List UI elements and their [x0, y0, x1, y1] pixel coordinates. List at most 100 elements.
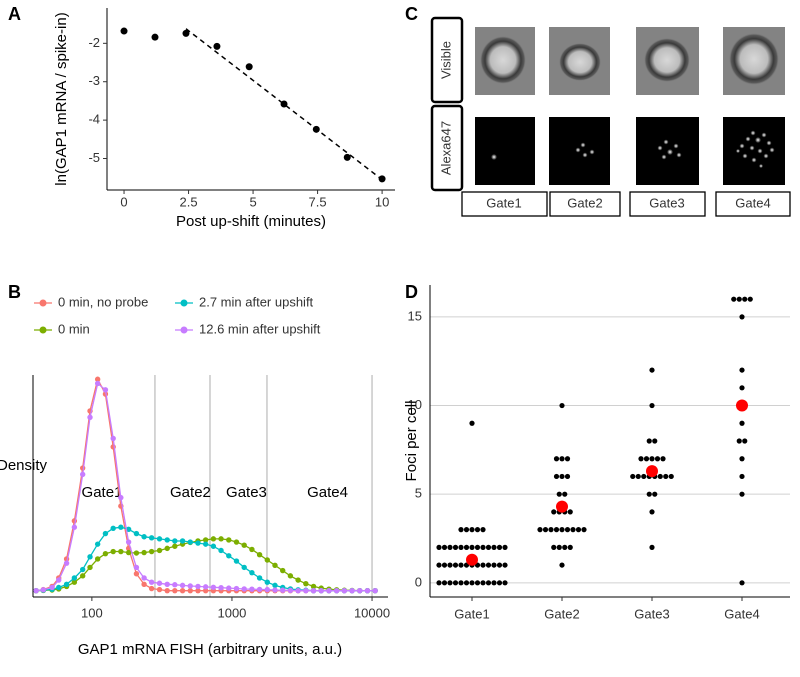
density-point: [187, 587, 193, 594]
gate-box: [715, 191, 791, 217]
dot: [742, 438, 748, 444]
density-point: [202, 587, 209, 594]
y-tick-label: 15: [408, 308, 422, 323]
dot: [469, 544, 475, 550]
density-point: [156, 547, 163, 554]
row-label-box: [430, 16, 464, 104]
x-tick-label: Gate2: [544, 606, 579, 621]
cell: [480, 36, 526, 84]
density-point: [156, 586, 163, 593]
density-point: [164, 587, 170, 594]
density-point: [372, 587, 378, 594]
dot: [548, 527, 554, 533]
gate-label: Gate4: [307, 484, 348, 501]
legend-label: 0 min: [58, 321, 90, 336]
density-point: [318, 587, 324, 594]
density-point: [133, 550, 140, 556]
dot: [502, 544, 508, 550]
density-point: [226, 537, 232, 543]
x-tick-label: 5: [249, 194, 256, 209]
point: [213, 42, 221, 50]
cell: [729, 33, 779, 85]
dot: [463, 580, 470, 586]
density-point: [249, 569, 255, 576]
density-point: [287, 587, 294, 594]
dot: [575, 527, 582, 533]
dot: [556, 491, 562, 497]
dot: [564, 473, 571, 480]
dot: [441, 562, 448, 568]
density-point: [226, 585, 232, 591]
density-point: [164, 537, 170, 543]
point: [312, 125, 320, 133]
point: [378, 175, 386, 183]
dot: [447, 580, 453, 586]
dot: [562, 544, 568, 550]
gate-label: Gate3: [649, 195, 684, 210]
density-point: [218, 547, 224, 554]
dot: [559, 562, 565, 568]
dot: [739, 456, 745, 462]
row-label: Alexa647: [438, 121, 453, 175]
x-tick-label: Gate1: [454, 606, 489, 621]
density-line: [36, 526, 376, 592]
density-point: [110, 435, 116, 442]
row-label: Visible: [438, 41, 453, 79]
density-point: [87, 564, 93, 571]
dot: [480, 580, 486, 586]
dot: [496, 580, 503, 586]
dot: [649, 544, 655, 550]
density-point: [156, 580, 163, 586]
dot: [551, 544, 557, 550]
density-point: [148, 548, 155, 555]
density-point: [71, 579, 78, 585]
density-point: [102, 550, 109, 557]
density-point: [233, 585, 240, 592]
density-point: [110, 525, 116, 531]
dot: [668, 473, 674, 480]
density-point: [295, 577, 301, 583]
x-tick-label: 2.5: [180, 194, 198, 209]
density-point: [202, 541, 209, 547]
dot: [564, 456, 571, 462]
dot: [452, 580, 459, 586]
gate-label: Gate1: [486, 195, 521, 210]
point: [280, 100, 288, 108]
density-point: [349, 587, 355, 594]
dot: [447, 562, 453, 568]
x-tick-label: 10: [375, 194, 389, 209]
y-tick-label: 10: [408, 397, 422, 412]
dot: [652, 438, 658, 444]
dot: [556, 544, 562, 550]
density-point: [79, 573, 86, 579]
gate-label: Gate3: [226, 484, 267, 501]
legend-marker: [180, 299, 188, 307]
density-point: [118, 524, 124, 530]
panel-label: C: [405, 4, 418, 24]
legend-label: 0 min, no probe: [58, 294, 148, 309]
x-axis-label: GAP1 mRNA FISH (arbitrary units, a.u.): [78, 641, 342, 658]
density-point: [94, 556, 101, 562]
density-point: [272, 562, 278, 568]
dot: [635, 473, 641, 480]
density-point: [264, 557, 271, 563]
dot: [739, 314, 745, 320]
density-point: [79, 566, 86, 573]
dot: [663, 473, 669, 480]
density-point: [79, 471, 86, 478]
density-point: [94, 380, 101, 387]
dot: [458, 544, 464, 550]
density-point: [310, 583, 317, 590]
image-panel: C Visible Alexa647 Gate1 Gate2 Gate3: [405, 4, 791, 217]
density-point: [172, 543, 178, 549]
gate-box: [461, 191, 548, 217]
density-point: [195, 583, 201, 590]
y-tick-label: 5: [415, 486, 422, 501]
dot: [564, 527, 571, 533]
dot: [660, 456, 666, 462]
dot: [559, 473, 565, 480]
gate-label: Gate2: [567, 195, 602, 210]
density-point: [172, 582, 178, 588]
density-point: [40, 587, 46, 593]
dot: [570, 527, 576, 533]
